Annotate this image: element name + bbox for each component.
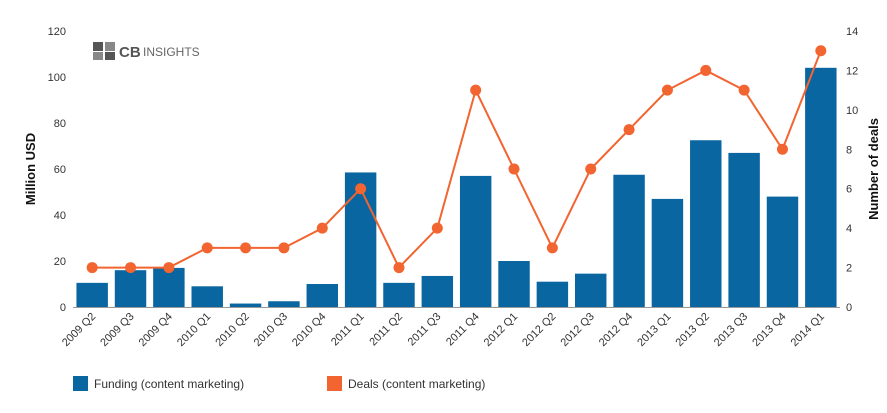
deals-point [470, 84, 482, 96]
x-axis-tick-label: 2013 Q2 [674, 311, 712, 349]
deals-point [508, 163, 520, 175]
right-axis-tick-label: 14 [846, 26, 858, 38]
legend-label-deals: Deals (content marketing) [348, 377, 485, 391]
legend-label-funding: Funding (content marketing) [94, 377, 244, 391]
legend-swatch-deals [327, 376, 342, 391]
funding-bar [383, 282, 415, 307]
deals-point [163, 262, 175, 274]
x-axis-tick-label: 2009 Q3 [98, 311, 136, 349]
x-axis-tick-label: 2013 Q4 [750, 311, 788, 349]
right-axis-tick-label: 0 [846, 302, 852, 314]
x-axis-tick-label: 2012 Q1 [482, 311, 520, 349]
funding-bar [498, 261, 530, 307]
funding-bar [229, 303, 262, 307]
deals-point [546, 242, 558, 254]
x-axis-tick-label: 2012 Q2 [520, 311, 558, 349]
funding-bar [344, 172, 377, 307]
logo-word-text: INSIGHTS [143, 45, 200, 59]
funding-bar [153, 267, 185, 307]
right-axis-tick-label: 6 [846, 184, 852, 196]
deals-point [700, 64, 712, 76]
right-axis-tick-label: 12 [846, 65, 858, 77]
left-axis-tick-label: 20 [54, 256, 66, 268]
deals-point [738, 84, 750, 96]
right-axis-tick-label: 8 [846, 144, 852, 156]
funding-bar [651, 198, 684, 307]
deals-point [240, 242, 252, 254]
funding-bar [306, 284, 338, 307]
funding-bar [421, 275, 454, 307]
x-axis-tick-label: 2010 Q1 [175, 311, 213, 349]
deals-point [393, 262, 405, 274]
cb-insights-logo-icon [93, 42, 115, 60]
x-axis-ticks: 2009 Q2 2009 Q3 2009 Q4 2010 Q1 2010 Q2 2010 … [60, 311, 827, 349]
legend-swatch-funding [73, 376, 88, 391]
funding-bar [76, 282, 108, 307]
deals-point [201, 242, 213, 254]
funding-bar [613, 174, 645, 307]
x-axis-tick-label: 2010 Q2 [213, 311, 251, 349]
left-axis-tick-label: 80 [54, 118, 66, 130]
right-axis-title: Number of deals [866, 118, 881, 220]
deals-point [661, 84, 673, 96]
x-axis-tick-label: 2009 Q4 [137, 311, 175, 349]
x-axis-tick-label: 2011 Q2 [367, 311, 405, 349]
deals-line-series [86, 45, 827, 274]
right-axis-tick-label: 10 [846, 105, 858, 117]
x-axis-tick-label: 2009 Q2 [60, 311, 98, 349]
x-axis-tick-label: 2011 Q1 [329, 311, 367, 349]
x-axis-tick-label: 2010 Q4 [290, 311, 328, 349]
funding-bar [575, 273, 607, 307]
legend: Funding (content marketing) Deals (conte… [73, 376, 485, 391]
cb-insights-logo: CB INSIGHTS [93, 42, 200, 61]
funding-bars [76, 67, 837, 307]
x-axis-tick-label: 2010 Q3 [252, 311, 290, 349]
x-axis-tick-label: 2013 Q3 [712, 311, 750, 349]
left-axis-ticks: 0 20 40 60 80 100 120 [48, 26, 66, 314]
deals-point [623, 124, 635, 136]
x-axis-tick-label: 2014 Q1 [789, 311, 827, 349]
funding-bar [268, 301, 300, 307]
left-axis-tick-label: 100 [48, 72, 66, 84]
left-axis-tick-label: 60 [54, 164, 66, 176]
funding-bar [191, 286, 223, 307]
logo-mark-text: CB [119, 44, 141, 61]
funding-bar [690, 140, 722, 307]
x-axis-tick-label: 2011 Q4 [444, 311, 482, 349]
x-axis-tick-label: 2012 Q4 [597, 311, 635, 349]
deals-point [86, 262, 98, 274]
deals-point [585, 163, 597, 175]
left-axis-tick-label: 40 [54, 210, 66, 222]
right-axis-tick-label: 2 [846, 263, 852, 275]
funding-bar [805, 67, 837, 307]
funding-bar [766, 196, 799, 307]
deals-point [431, 222, 443, 234]
right-axis-ticks: 0 2 4 6 8 10 12 14 [846, 26, 858, 314]
left-axis-tick-label: 120 [48, 26, 66, 38]
x-axis-tick-label: 2013 Q1 [635, 311, 673, 349]
deals-point [776, 143, 788, 155]
left-axis-title: Million USD [23, 133, 38, 205]
funding-bar [114, 270, 147, 307]
funding-bar [536, 281, 569, 307]
funding-bar [459, 175, 492, 307]
deals-point [316, 222, 328, 234]
x-axis-tick-label: 2011 Q3 [406, 311, 444, 349]
deals-point [125, 262, 137, 274]
left-axis-tick-label: 0 [60, 302, 66, 314]
x-axis-tick-label: 2012 Q3 [559, 311, 597, 349]
deals-point [815, 45, 827, 57]
deals-point [355, 183, 367, 195]
right-axis-tick-label: 4 [846, 223, 852, 235]
deals-point [278, 242, 290, 254]
deals-line [92, 50, 822, 270]
funding-bar [728, 152, 760, 307]
